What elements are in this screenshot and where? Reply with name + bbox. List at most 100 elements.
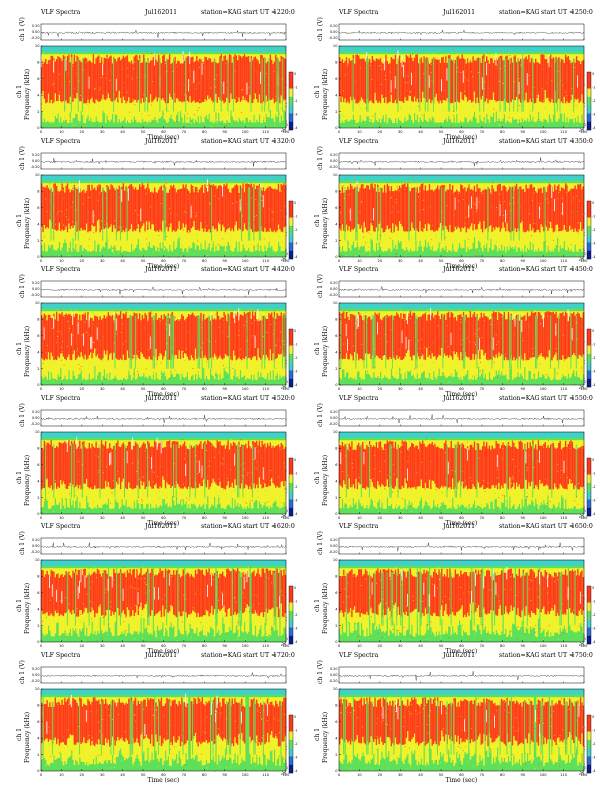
colorbar: 0 -1 -2 -3 -4 [586, 71, 595, 131]
panel-station: station=KAG [201, 523, 242, 530]
time-tick-label: 30 [398, 130, 403, 134]
time-tick-label: 0 [40, 130, 43, 134]
colorbar-tick-label: -1 [294, 214, 297, 218]
x-axis-label: Time (sec) [147, 391, 180, 398]
frequency-tick-label: 2 [335, 238, 337, 242]
time-tick-label: 30 [100, 644, 105, 648]
colorbar-tick-label: 0 [592, 458, 594, 462]
time-tick-label: 60 [459, 773, 464, 777]
frequency-tick-label: 0 [335, 383, 338, 387]
frequency-tick-label: 4 [37, 607, 40, 611]
panel-start-ut: 1720:0 [273, 651, 295, 659]
frequency-tick-label: 6 [335, 463, 338, 467]
frequency-tick-label: 2 [37, 367, 39, 371]
colorbar-tick-label: -4 [294, 126, 297, 130]
voltage-trace [338, 670, 585, 681]
panel-station: station=KAG [201, 9, 242, 16]
frequency-tick-label: 2 [335, 624, 337, 628]
colorbar-tick-label: -2 [592, 228, 595, 232]
panel-title: VLF Spectra [339, 523, 379, 530]
spectrogram-panel: VLF Spectra Jul162011 station=KAG start UT … [8, 395, 298, 526]
frequency-tick-label: 2 [335, 367, 337, 371]
colorbar-tick-label: 0 [294, 201, 296, 205]
time-tick-label: 30 [100, 516, 105, 520]
time-tick-label: 30 [398, 773, 403, 777]
time-tick-label: 80 [500, 644, 505, 648]
frequency-tick-label: 8 [37, 318, 40, 322]
time-tick-label: 90 [520, 773, 525, 777]
time-tick-label: 100 [242, 773, 250, 777]
frequency-tick-label: 4 [335, 736, 338, 740]
frequency-tick-label: 10 [333, 301, 338, 305]
frequency-tick-label: 6 [37, 206, 40, 210]
frequency-tick-label: 0 [37, 769, 40, 773]
frequency-tick-label: 10 [333, 44, 338, 48]
panel-start-label: start UT = [243, 523, 277, 530]
voltage-trace [338, 286, 585, 295]
frequency-tick-label: 2 [335, 110, 337, 114]
frequency-tick-label: 10 [35, 430, 40, 434]
time-tick-label: 90 [520, 259, 525, 263]
time-tick-label: 90 [222, 516, 227, 520]
panel-start-ut: 1220:0 [273, 9, 295, 16]
time-tick-label: 60 [459, 516, 464, 520]
ts-tick-label: 0.00 [32, 30, 40, 34]
time-tick-label: 0 [40, 259, 43, 263]
time-tick-label: 100 [540, 259, 548, 263]
colorbar-tick-label: -4 [294, 769, 297, 773]
frequency-tick-label: 2 [37, 495, 39, 499]
colorbar-tick-label: 0 [294, 586, 296, 590]
colorbar-tick-label: -3 [592, 241, 595, 245]
frequency-tick-label: 6 [37, 720, 40, 724]
frequency-tick-label: 2 [37, 624, 39, 628]
panel-date: Jul162011 [443, 137, 476, 145]
time-tick-label: 120 [581, 387, 589, 391]
x-axis-label: Time (sec) [147, 262, 180, 270]
time-tick-label: 80 [202, 644, 207, 648]
ts-tick-label: 0.00 [330, 673, 338, 677]
x-axis-label: Time (sec) [445, 776, 478, 784]
time-tick-label: 110 [262, 387, 270, 391]
panel-start-label: start UT = [243, 137, 277, 145]
panel-date: Jul162011 [443, 266, 476, 273]
colorbar-tick-label: -4 [294, 640, 297, 644]
panel-station: station=KAG [201, 266, 242, 273]
ts-tick-label: -0.20 [329, 36, 338, 40]
time-tick-label: 50 [439, 130, 444, 134]
frequency-tick-label: 10 [333, 558, 338, 562]
time-tick-label: 100 [540, 516, 548, 520]
spectrogram-panel: VLF Spectra Jul162011 station=KAG start UT … [8, 266, 298, 398]
time-series: 0.20 0.00 -0.20 [329, 280, 585, 298]
colorbar-tick-label: -2 [592, 742, 595, 746]
x-axis-label: Time (sec) [147, 776, 180, 784]
time-tick-label: 120 [283, 130, 291, 134]
voltage-trace [338, 413, 585, 423]
spectrogram-panel: VLF Spectra Jul162011 station=KAG start UT … [306, 9, 596, 140]
time-tick-label: 30 [398, 259, 403, 263]
time-tick-label: 90 [520, 130, 525, 134]
time-tick-label: 30 [100, 387, 105, 391]
time-tick-label: 90 [222, 130, 227, 134]
colorbar: 0 -1 -2 -3 -4 [288, 714, 297, 773]
frequency-tick-label: 4 [335, 607, 338, 611]
panel-station: station=KAG [499, 137, 540, 145]
time-tick-label: 40 [418, 130, 423, 134]
time-tick-label: 90 [222, 387, 227, 391]
frequency-tick-label: 8 [335, 189, 338, 193]
time-tick-label: 80 [500, 259, 505, 263]
time-tick-label: 110 [262, 259, 270, 263]
time-tick-label: 120 [581, 644, 589, 648]
colorbar-tick-label: -2 [294, 99, 297, 103]
colorbar-tick-label: -2 [592, 356, 595, 360]
ts-tick-label: 0.00 [32, 159, 40, 163]
time-tick-label: 30 [398, 516, 403, 520]
ts-tick-label: -0.20 [329, 422, 338, 426]
panel-start-label: start UT = [243, 9, 277, 16]
time-series: 0.20 0.00 -0.20 [31, 23, 287, 41]
time-tick-label: 80 [202, 130, 207, 134]
